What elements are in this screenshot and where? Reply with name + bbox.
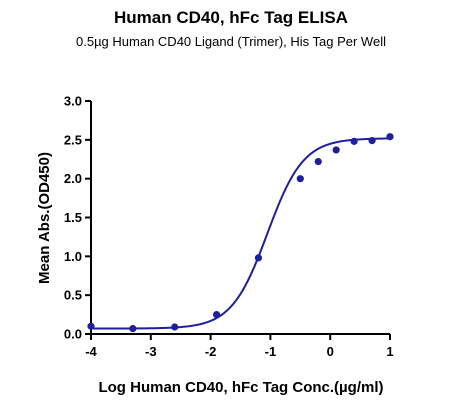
x-tick-label: -4 — [85, 344, 97, 359]
data-point — [254, 254, 263, 262]
y-tick-label: 1.5 — [64, 210, 82, 225]
fit-layer — [91, 137, 391, 330]
chart-subtitle: 0.5µg Human CD40 Ligand (Trimer), His Ta… — [76, 34, 386, 49]
data-point — [350, 137, 358, 145]
y-tick-label: 2.0 — [64, 171, 82, 186]
x-tick-label: -2 — [205, 344, 217, 359]
y-tick-label: 1.0 — [64, 249, 82, 264]
y-axis-label: Mean Abs.(OD450) — [36, 152, 53, 284]
points-layer — [87, 133, 394, 333]
x-tick-label: 0 — [327, 344, 334, 359]
y-tick-label: 2.5 — [64, 132, 82, 147]
data-point — [368, 137, 376, 145]
axes: 0.0 0.5 1.0 1.5 2.0 2.5 3.0 -4 -3 -2 -1 0 1 — [64, 94, 394, 360]
x-tick-label: -1 — [265, 344, 277, 359]
data-point — [332, 146, 340, 154]
y-tick-label: 0.0 — [64, 327, 82, 342]
x-tick-label: -3 — [145, 344, 157, 359]
data-point — [212, 310, 221, 319]
data-point — [296, 175, 304, 183]
x-tick-label: 1 — [386, 344, 393, 359]
data-point — [171, 323, 179, 331]
data-point — [87, 322, 95, 330]
chart-title: Human CD40, hFc Tag ELISA — [114, 8, 348, 27]
data-point — [314, 157, 322, 166]
y-tick-label: 3.0 — [64, 94, 82, 109]
fit-curve — [91, 137, 391, 330]
data-point — [129, 324, 137, 333]
y-tick-label: 0.5 — [64, 288, 82, 303]
data-point — [386, 133, 394, 141]
x-axis-label: Log Human CD40, hFc Tag Conc.(µg/ml) — [98, 379, 383, 396]
